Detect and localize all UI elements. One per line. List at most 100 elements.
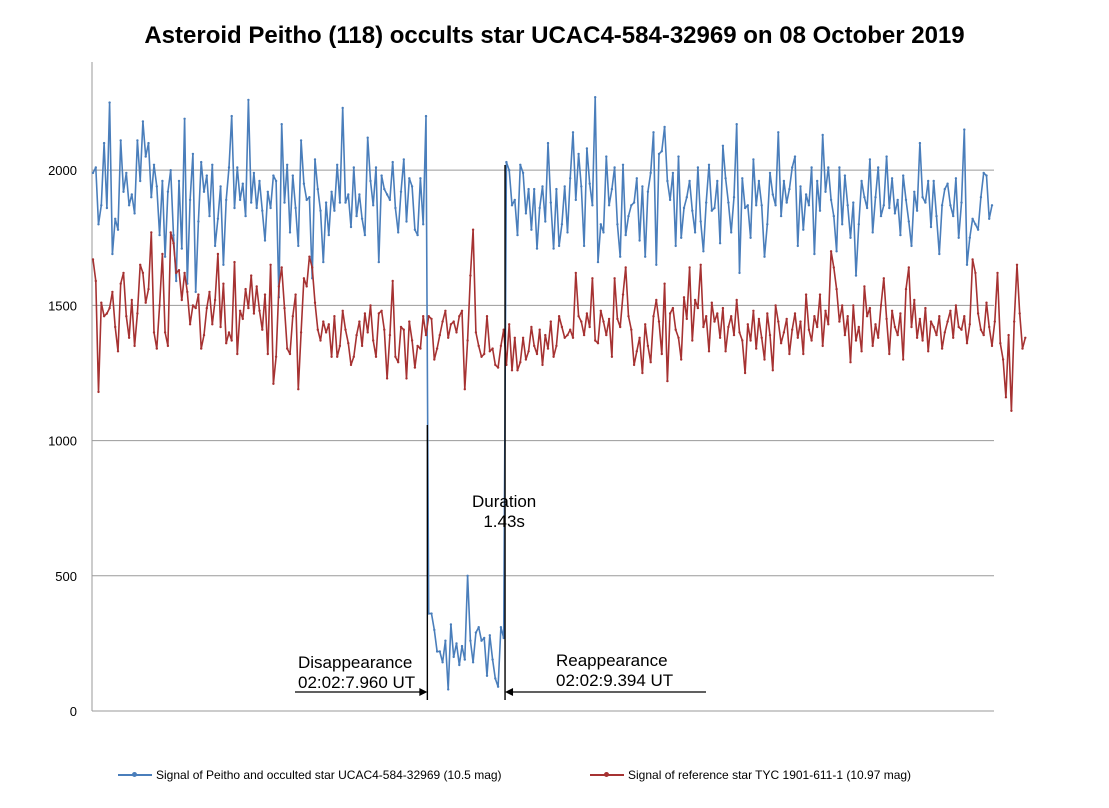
- data-point: [419, 177, 422, 180]
- data-point: [841, 223, 844, 226]
- data-point: [294, 206, 297, 210]
- data-point: [693, 231, 697, 234]
- event-markers: [295, 165, 706, 700]
- data-point: [444, 639, 447, 642]
- data-point: [788, 187, 791, 191]
- data-point: [890, 309, 894, 312]
- data-point: [799, 320, 802, 323]
- data-point: [963, 315, 966, 318]
- data-point: [360, 344, 364, 348]
- data-point: [632, 201, 636, 204]
- data-point: [874, 196, 877, 199]
- data-point: [344, 201, 347, 204]
- data-point: [419, 347, 422, 350]
- data-point: [427, 315, 430, 318]
- data-point: [305, 285, 308, 288]
- data-point: [458, 315, 461, 318]
- data-point: [311, 266, 314, 269]
- data-point: [1007, 333, 1010, 337]
- data-point: [791, 166, 794, 169]
- data-point: [527, 350, 530, 353]
- data-point: [169, 231, 172, 234]
- data-point: [552, 247, 555, 250]
- data-point: [299, 331, 303, 334]
- data-point: [322, 320, 325, 323]
- data-point: [91, 171, 95, 175]
- data-point: [821, 344, 824, 348]
- data-point: [410, 185, 414, 188]
- data-point: [824, 309, 827, 312]
- data-point: [114, 325, 117, 329]
- data-point: [452, 320, 455, 323]
- data-point: [663, 282, 666, 285]
- data-point: [161, 179, 164, 183]
- data-point: [1013, 320, 1016, 323]
- data-point: [1018, 312, 1021, 315]
- data-point: [516, 233, 519, 237]
- data-point: [743, 371, 747, 375]
- data-point: [333, 209, 336, 212]
- data-point: [333, 315, 336, 318]
- data-point: [619, 255, 622, 258]
- data-point: [990, 204, 994, 207]
- data-point: [582, 333, 586, 337]
- data-point: [125, 315, 128, 318]
- data-point: [380, 174, 383, 177]
- data-point: [255, 206, 258, 210]
- data-point: [952, 336, 955, 339]
- data-point: [191, 152, 195, 156]
- data-point: [816, 179, 819, 183]
- data-point: [286, 347, 289, 350]
- data-point: [577, 152, 580, 156]
- data-point: [619, 325, 622, 329]
- data-point: [291, 174, 294, 177]
- data-point: [849, 236, 852, 239]
- data-point: [280, 123, 283, 126]
- data-point: [607, 317, 611, 321]
- data-point: [114, 217, 117, 220]
- data-point: [219, 185, 222, 188]
- data-point: [821, 133, 824, 137]
- data-point: [291, 315, 294, 318]
- data-point: [216, 217, 220, 220]
- data-point: [327, 233, 330, 237]
- data-point: [680, 236, 683, 239]
- data-point: [652, 131, 655, 134]
- data-point: [904, 198, 908, 202]
- data-point: [566, 231, 569, 234]
- series-lines: [91, 96, 1027, 691]
- data-point: [877, 336, 880, 339]
- data-point: [957, 236, 960, 239]
- data-point: [713, 206, 716, 210]
- data-point: [211, 163, 214, 166]
- data-point: [757, 317, 761, 321]
- data-point: [552, 355, 555, 358]
- data-point: [680, 358, 683, 361]
- data-point: [829, 250, 833, 253]
- data-point: [480, 639, 483, 642]
- data-point: [960, 328, 963, 331]
- data-point: [238, 198, 242, 202]
- data-point: [621, 293, 625, 296]
- data-point: [261, 328, 264, 331]
- data-point: [422, 223, 425, 226]
- data-point: [799, 185, 802, 188]
- data-point: [158, 233, 161, 237]
- data-point: [915, 336, 919, 339]
- data-point: [727, 325, 730, 329]
- data-point: [730, 231, 733, 234]
- data-point: [605, 333, 608, 337]
- data-point: [638, 336, 641, 339]
- data-point: [594, 339, 597, 342]
- data-point: [735, 298, 738, 302]
- data-point: [508, 169, 511, 172]
- data-point: [682, 296, 686, 299]
- data-point: [752, 158, 755, 161]
- series-points-2: [91, 228, 1027, 412]
- data-point: [594, 96, 597, 99]
- data-point: [208, 214, 211, 218]
- axes: [91, 62, 994, 712]
- data-point: [544, 220, 547, 223]
- data-point: [946, 320, 949, 323]
- data-point: [976, 312, 980, 315]
